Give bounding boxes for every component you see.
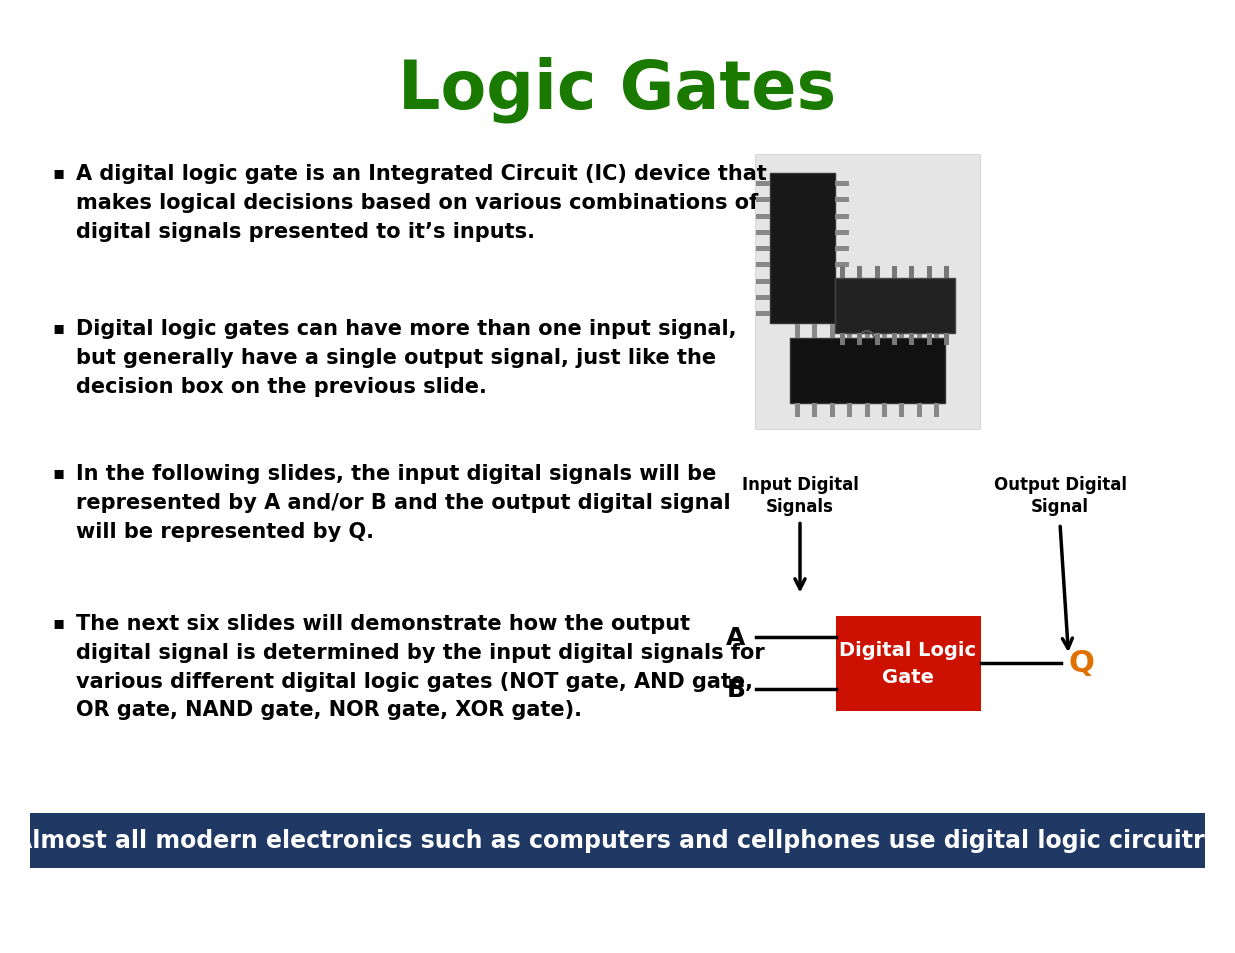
Bar <box>835 279 848 284</box>
Bar <box>882 403 887 417</box>
Text: Input Digital
Signals: Input Digital Signals <box>741 476 858 516</box>
Text: Logic Gates: Logic Gates <box>398 56 836 123</box>
Bar <box>864 403 869 417</box>
Bar <box>756 182 769 187</box>
Bar <box>835 247 848 252</box>
Bar <box>926 267 931 278</box>
Text: ▪: ▪ <box>52 164 64 182</box>
Bar <box>813 325 818 338</box>
Bar <box>899 325 904 338</box>
Bar <box>790 338 945 403</box>
Text: Output Digital
Signal: Output Digital Signal <box>993 476 1126 516</box>
Bar <box>756 214 769 219</box>
Bar <box>795 403 800 417</box>
Bar <box>756 247 769 252</box>
Text: Almost all modern electronics such as computers and cellphones use digital logic: Almost all modern electronics such as co… <box>14 828 1220 853</box>
Bar <box>857 334 862 346</box>
Bar <box>909 334 914 346</box>
Bar <box>840 334 845 346</box>
Bar <box>944 267 948 278</box>
Text: Q: Q <box>1068 649 1094 678</box>
Bar <box>836 616 981 711</box>
Bar <box>892 334 897 346</box>
Bar <box>944 334 948 346</box>
Bar <box>835 312 848 316</box>
Bar <box>830 325 835 338</box>
Bar <box>916 403 921 417</box>
Bar <box>934 403 939 417</box>
Bar <box>874 334 879 346</box>
Bar <box>835 278 955 334</box>
Bar <box>909 267 914 278</box>
Bar <box>756 295 769 300</box>
Text: A: A <box>726 626 746 650</box>
Bar <box>30 813 1205 868</box>
Text: Digital logic gates can have more than one input signal,
but generally have a si: Digital logic gates can have more than o… <box>77 318 736 396</box>
Bar <box>835 263 848 268</box>
Bar <box>857 267 862 278</box>
Bar <box>756 279 769 284</box>
Text: In the following slides, the input digital signals will be
represented by A and/: In the following slides, the input digit… <box>77 463 731 541</box>
Bar <box>847 325 852 338</box>
Text: ▪: ▪ <box>52 463 64 481</box>
Bar <box>835 182 848 187</box>
Bar <box>916 325 921 338</box>
Text: B: B <box>726 677 746 700</box>
Text: Digital Logic
Gate: Digital Logic Gate <box>840 640 977 686</box>
Bar <box>756 263 769 268</box>
Bar <box>926 334 931 346</box>
Text: ▪: ▪ <box>52 614 64 631</box>
Bar <box>756 198 769 203</box>
Bar <box>892 267 897 278</box>
Bar <box>835 231 848 235</box>
Bar <box>864 325 869 338</box>
Bar <box>847 403 852 417</box>
Bar <box>756 231 769 235</box>
Bar <box>769 173 835 324</box>
Bar <box>835 295 848 300</box>
Bar <box>882 325 887 338</box>
Bar <box>830 403 835 417</box>
Bar <box>813 403 818 417</box>
Text: ▪: ▪ <box>52 318 64 336</box>
Text: The next six slides will demonstrate how the output
digital signal is determined: The next six slides will demonstrate how… <box>77 614 764 720</box>
Bar <box>755 154 981 430</box>
Bar <box>934 325 939 338</box>
Bar <box>756 312 769 316</box>
Bar <box>835 214 848 219</box>
Bar <box>795 325 800 338</box>
Bar <box>840 267 845 278</box>
Text: A digital logic gate is an Integrated Circuit (IC) device that
makes logical dec: A digital logic gate is an Integrated Ci… <box>77 164 767 241</box>
Bar <box>899 403 904 417</box>
Bar <box>874 267 879 278</box>
Bar <box>835 198 848 203</box>
